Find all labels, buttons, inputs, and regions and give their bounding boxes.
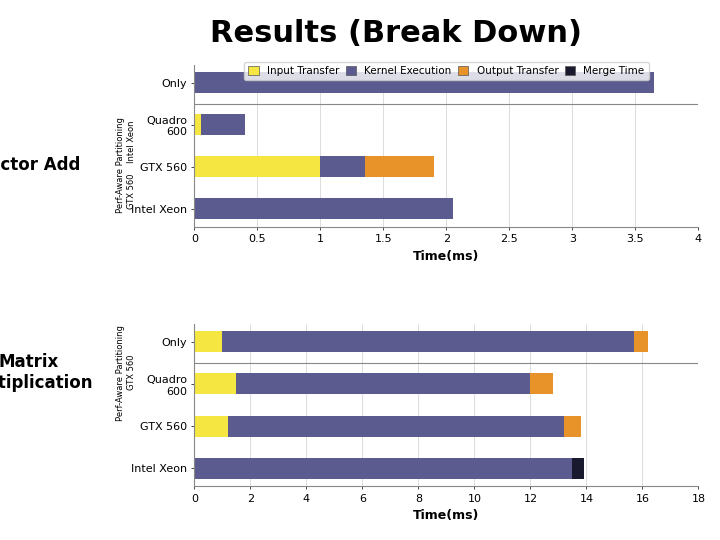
Bar — [564, 415, 581, 436]
Bar — [236, 374, 531, 395]
Text: Matrix
Multiplication: Matrix Multiplication — [0, 353, 93, 392]
Bar — [194, 332, 222, 353]
Text: Results (Break Down): Results (Break Down) — [210, 19, 582, 48]
X-axis label: Time(ms): Time(ms) — [413, 509, 480, 522]
Text: compilers creating custom processors: compilers creating custom processors — [11, 516, 183, 525]
Bar — [194, 198, 453, 219]
Bar — [531, 374, 553, 395]
Legend: Input Transfer, Kernel Execution, Output Transfer, Merge Time: Input Transfer, Kernel Execution, Output… — [244, 62, 649, 80]
Bar — [634, 332, 648, 353]
Text: University of Michigan
Electrical Engineering and Computer Science: University of Michigan Electrical Engine… — [504, 511, 709, 530]
Bar — [222, 332, 634, 353]
Bar — [194, 72, 654, 93]
Bar — [194, 457, 572, 478]
X-axis label: Time(ms): Time(ms) — [413, 250, 480, 263]
Bar — [194, 415, 228, 436]
Bar — [201, 114, 245, 136]
Bar — [194, 114, 201, 136]
Text: Perf-Aware Partitioning
GTX 560: Perf-Aware Partitioning GTX 560 — [117, 325, 135, 421]
Bar — [572, 457, 584, 478]
Bar — [228, 415, 564, 436]
Bar — [194, 156, 320, 177]
Text: Perf-Aware Partitioning
GTX 560    Intel Xeon: Perf-Aware Partitioning GTX 560 Intel Xe… — [117, 117, 135, 213]
Bar — [364, 156, 433, 177]
Text: 20: 20 — [352, 514, 368, 527]
Text: Vector Add: Vector Add — [0, 156, 81, 174]
Bar — [194, 374, 236, 395]
Bar — [320, 156, 364, 177]
